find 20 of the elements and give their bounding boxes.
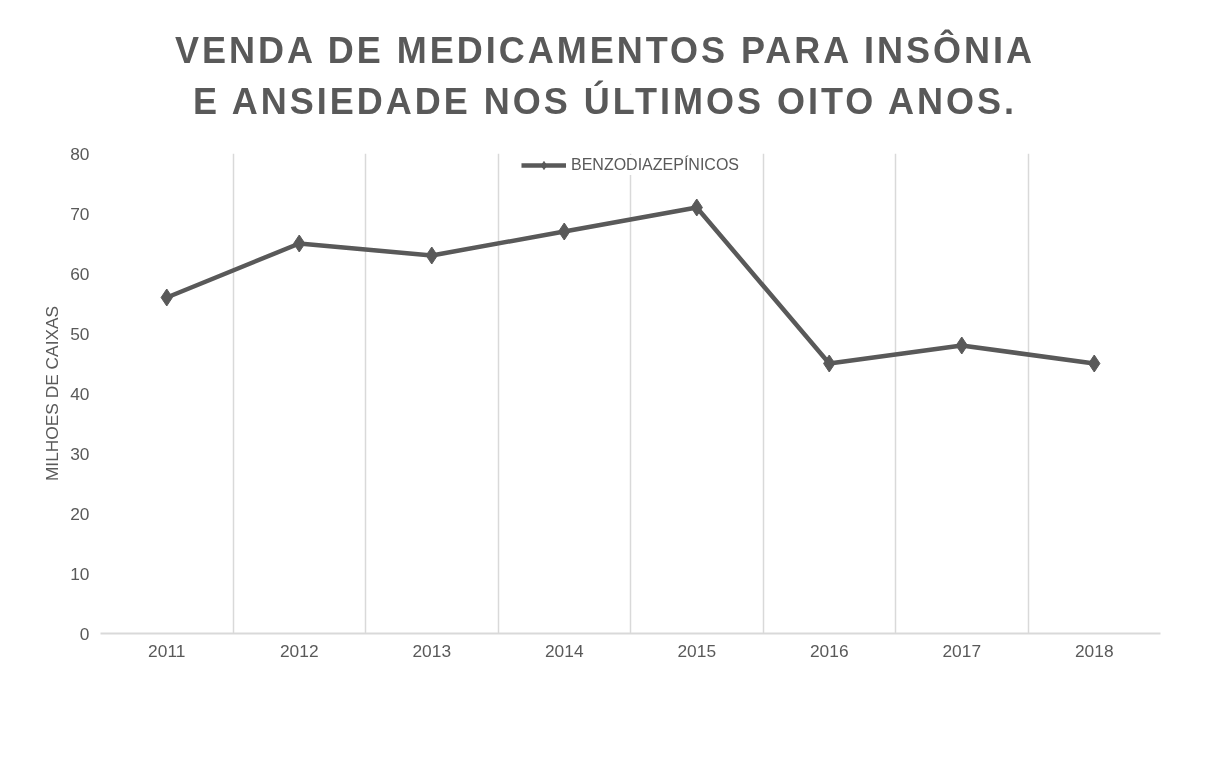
y-tick-label: 70 <box>70 203 90 224</box>
y-tick-label: 20 <box>70 503 90 524</box>
y-tick-label: 60 <box>70 263 90 284</box>
legend-label: BENZODIAZEPÍNICOS <box>570 154 740 175</box>
y-tick-label: 10 <box>70 563 90 584</box>
x-tick-label: 2011 <box>148 640 186 661</box>
x-tick-label: 2012 <box>279 640 319 661</box>
x-tick-label: 2018 <box>1074 640 1114 661</box>
y-tick-label: 40 <box>70 383 90 404</box>
x-tick-label: 2014 <box>544 640 584 661</box>
y-tick-label: 0 <box>79 623 90 644</box>
x-tick-label: 2017 <box>942 640 982 661</box>
y-tick-label: 50 <box>70 323 90 344</box>
x-tick-label: 2016 <box>809 640 849 661</box>
y-tick-label: 30 <box>70 443 90 464</box>
y-axis-title: MILHOES DE CAIXAS <box>42 305 63 481</box>
x-tick-label: 2015 <box>677 640 717 661</box>
y-tick-label: 80 <box>70 143 90 164</box>
x-tick-label: 2013 <box>412 640 452 661</box>
chart-title: VENDA DE MEDICAMENTOS PARA INSÔNIA E ANSIEDADE NOS ÚLTIMOS OITO ANOS. <box>173 28 1037 125</box>
